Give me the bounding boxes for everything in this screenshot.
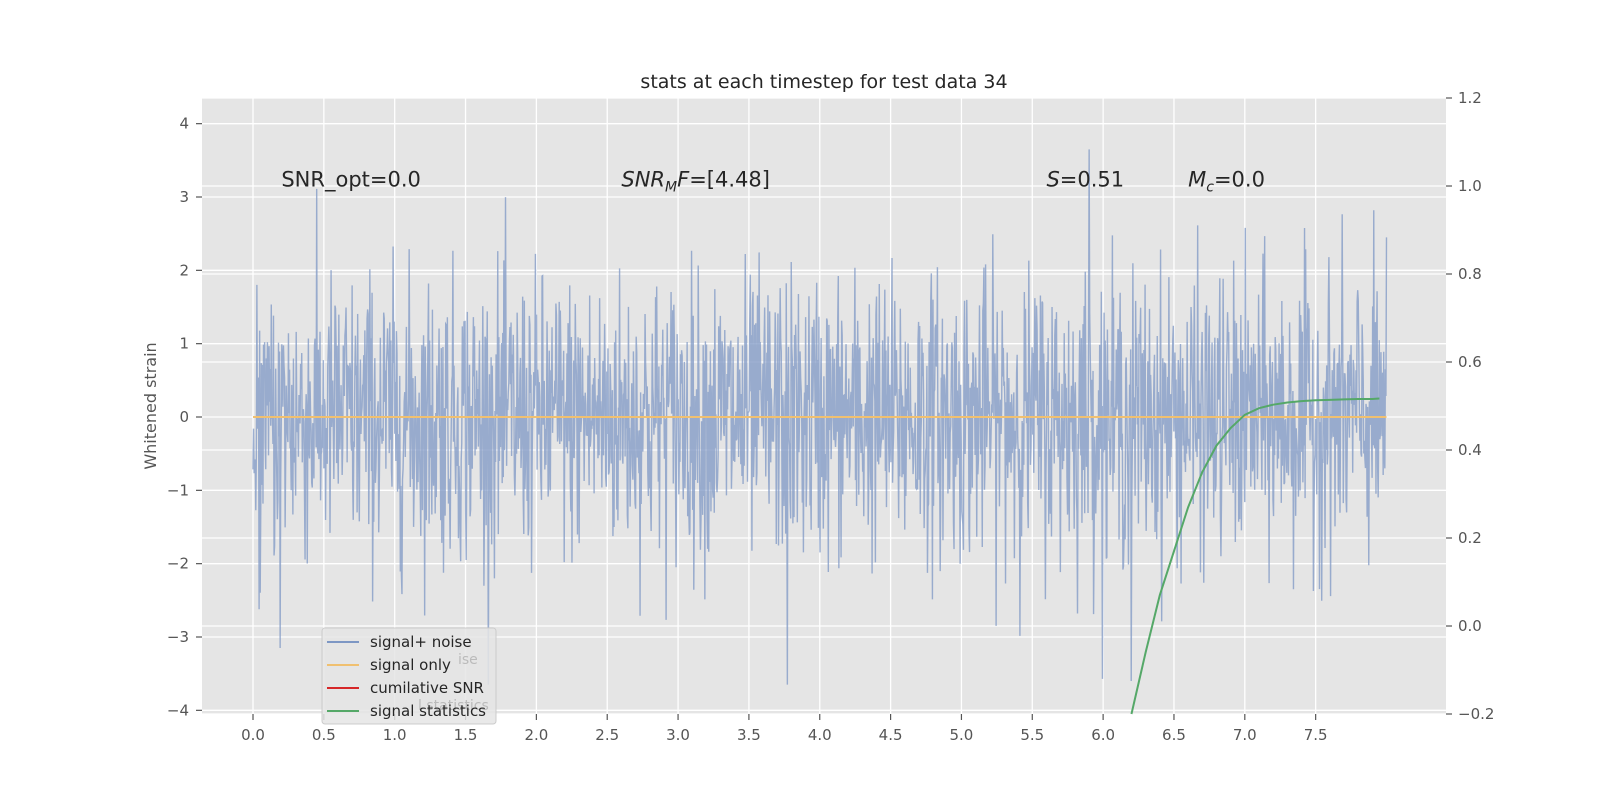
x-tick-label-3: 1.5 xyxy=(454,726,478,744)
x-tick-label-8: 4.0 xyxy=(808,726,832,744)
legend-ghost-text-0: ise xyxy=(458,652,478,668)
x-tick-label-13: 6.5 xyxy=(1162,726,1186,744)
y-tick-label-7: 3 xyxy=(179,188,189,206)
y-axis-label: Whitened strain xyxy=(141,342,160,469)
y2-tick-label-7: 1.2 xyxy=(1458,89,1482,107)
legend: ise l statistics signal+ noise signal only c… xyxy=(321,627,497,725)
annotation-mc: Mc=0.0 xyxy=(1188,167,1265,195)
series-line-3 xyxy=(1130,397,1380,715)
annotation-snr-mf: SNRMF=[4.48] xyxy=(621,167,770,195)
y-axis: −4 −3 −2 −1 0 1 2 3 4 xyxy=(167,115,202,719)
y2-tick-label-1: 0.0 xyxy=(1458,617,1482,635)
series-signal-noise-line xyxy=(252,149,1388,685)
annotation-snr-opt: SNR_opt=0.0 xyxy=(281,167,421,192)
legend-box xyxy=(321,627,497,725)
legend-label-3: signal statistics xyxy=(370,702,486,720)
x-tick-label-7: 3.5 xyxy=(737,726,761,744)
y2-tick-label-3: 0.4 xyxy=(1458,441,1482,459)
y2-tick-label-6: 1.0 xyxy=(1458,177,1482,195)
y-tick-label-0: −4 xyxy=(167,701,189,719)
y-tick-label-2: −2 xyxy=(167,555,189,573)
y2-tick-label-4: 0.6 xyxy=(1458,353,1482,371)
series-layer xyxy=(252,149,1388,715)
x-tick-label-14: 7.0 xyxy=(1233,726,1257,744)
x-tick-label-12: 6.0 xyxy=(1091,726,1115,744)
y2-axis: −0.2 0.0 0.2 0.4 0.6 0.8 1.0 1.2 xyxy=(1446,89,1494,723)
legend-ghost-text-1: l statistics xyxy=(418,698,489,714)
x-tick-label-11: 5.5 xyxy=(1020,726,1044,744)
y2-tick-label-2: 0.2 xyxy=(1458,529,1482,547)
legend-label-1: signal only xyxy=(370,656,451,674)
x-tick-label-6: 3.0 xyxy=(666,726,690,744)
y2-tick-label-0: −0.2 xyxy=(1458,705,1494,723)
y-tick-label-6: 2 xyxy=(179,261,189,279)
y-tick-label-4: 0 xyxy=(179,408,189,426)
y-tick-label-3: −1 xyxy=(167,481,189,499)
x-tick-label-10: 5.0 xyxy=(950,726,974,744)
annotation-s-stat: S=0.51 xyxy=(1046,167,1124,191)
legend-label-0: signal+ noise xyxy=(370,633,472,651)
x-tick-label-9: 4.5 xyxy=(879,726,903,744)
y-tick-label-5: 1 xyxy=(179,335,189,353)
x-tick-label-0: 0.0 xyxy=(241,726,265,744)
x-tick-label-5: 2.5 xyxy=(595,726,619,744)
x-axis: 0.0 0.5 1.0 1.5 2.0 2.5 3.0 3.5 4.0 4.5 5.0 5.5 6.0 6… xyxy=(241,714,1328,744)
chart-title: stats at each timestep for test data 34 xyxy=(640,71,1007,93)
y2-tick-label-5: 0.8 xyxy=(1458,265,1482,283)
x-tick-label-2: 1.0 xyxy=(383,726,407,744)
x-tick-label-4: 2.0 xyxy=(524,726,548,744)
legend-label-2: cumilative SNR xyxy=(370,679,484,697)
x-tick-label-1: 0.5 xyxy=(312,726,336,744)
x-tick-label-15: 7.5 xyxy=(1304,726,1328,744)
annotations: SNR_opt=0.0 SNRMF=[4.48] S=0.51 Mc=0.0 xyxy=(281,167,1265,195)
y-tick-label-8: 4 xyxy=(179,115,189,133)
y-tick-label-1: −3 xyxy=(167,628,189,646)
